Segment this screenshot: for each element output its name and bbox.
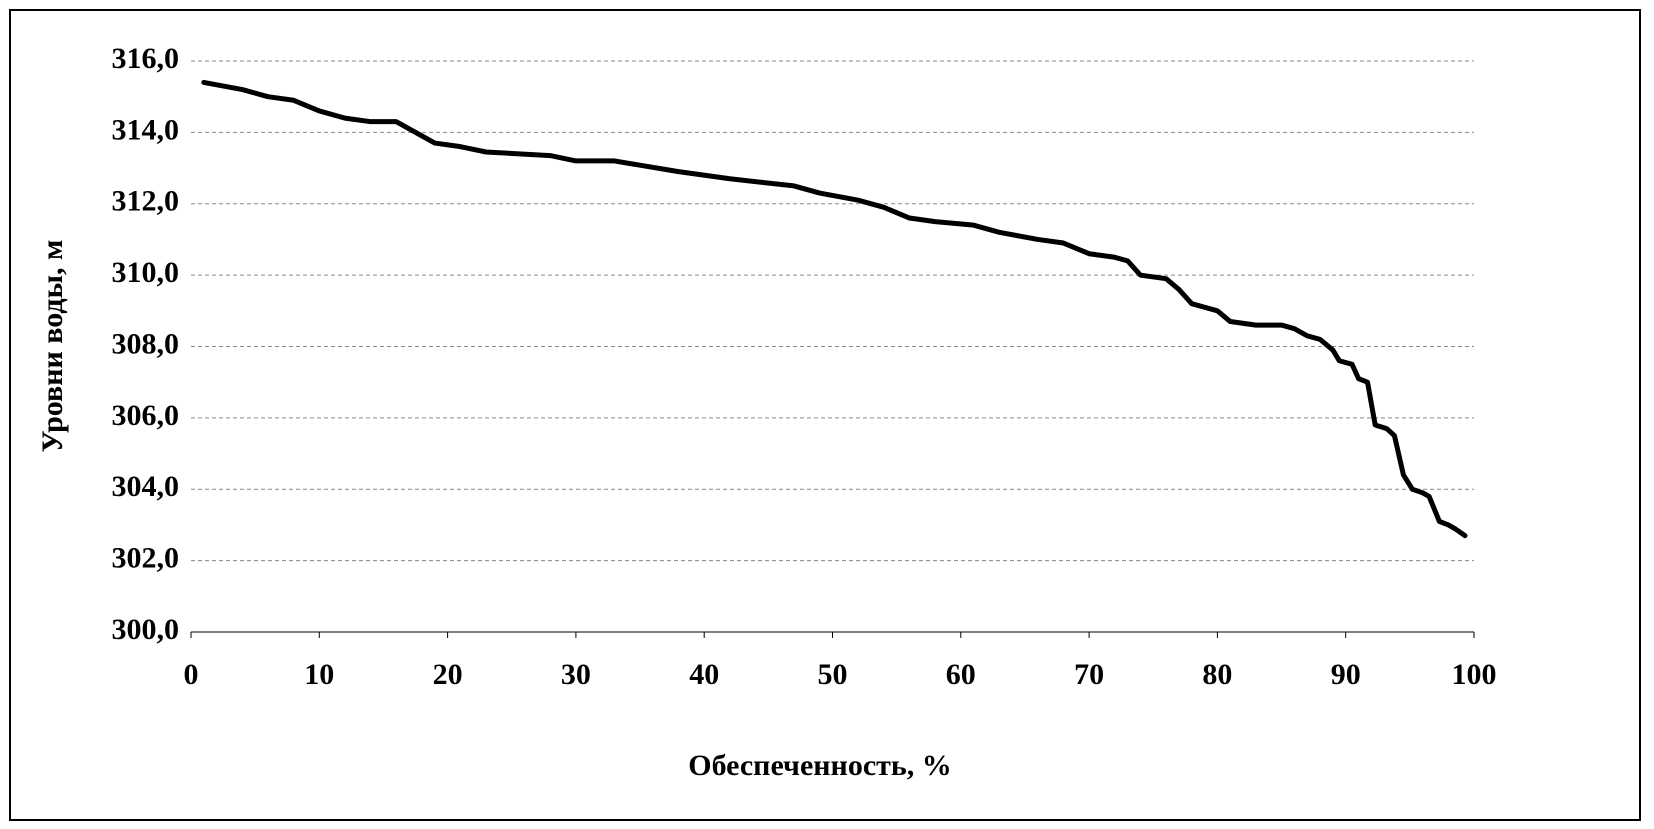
y-tick-label: 304,0 bbox=[112, 470, 180, 503]
x-tick-label: 100 bbox=[1452, 658, 1497, 691]
y-tick-label: 306,0 bbox=[112, 399, 180, 432]
x-tick-label: 0 bbox=[184, 658, 199, 691]
data-line bbox=[201, 79, 1468, 539]
x-tick-label: 60 bbox=[946, 658, 976, 691]
x-tick-label: 20 bbox=[433, 658, 463, 691]
x-tick-label: 10 bbox=[304, 658, 334, 691]
x-tick-label: 90 bbox=[1331, 658, 1361, 691]
y-tick-label: 314,0 bbox=[112, 113, 180, 146]
y-tick-label: 310,0 bbox=[112, 256, 180, 289]
x-axis-title: Обеспеченность, % bbox=[688, 749, 952, 782]
x-tick-label: 40 bbox=[689, 658, 719, 691]
x-tick-label: 70 bbox=[1074, 658, 1104, 691]
chart-frame bbox=[9, 9, 1641, 821]
y-tick-label: 308,0 bbox=[112, 327, 180, 360]
y-axis-title: Уровни воды, м bbox=[36, 240, 69, 453]
x-tick-label: 50 bbox=[818, 658, 848, 691]
x-tick-label: 80 bbox=[1202, 658, 1232, 691]
y-tick-label: 316,0 bbox=[112, 42, 180, 75]
x-tick-label: 30 bbox=[561, 658, 591, 691]
y-tick-label: 312,0 bbox=[112, 185, 180, 218]
y-tick-label: 302,0 bbox=[112, 542, 180, 575]
y-tick-label: 300,0 bbox=[112, 613, 180, 646]
